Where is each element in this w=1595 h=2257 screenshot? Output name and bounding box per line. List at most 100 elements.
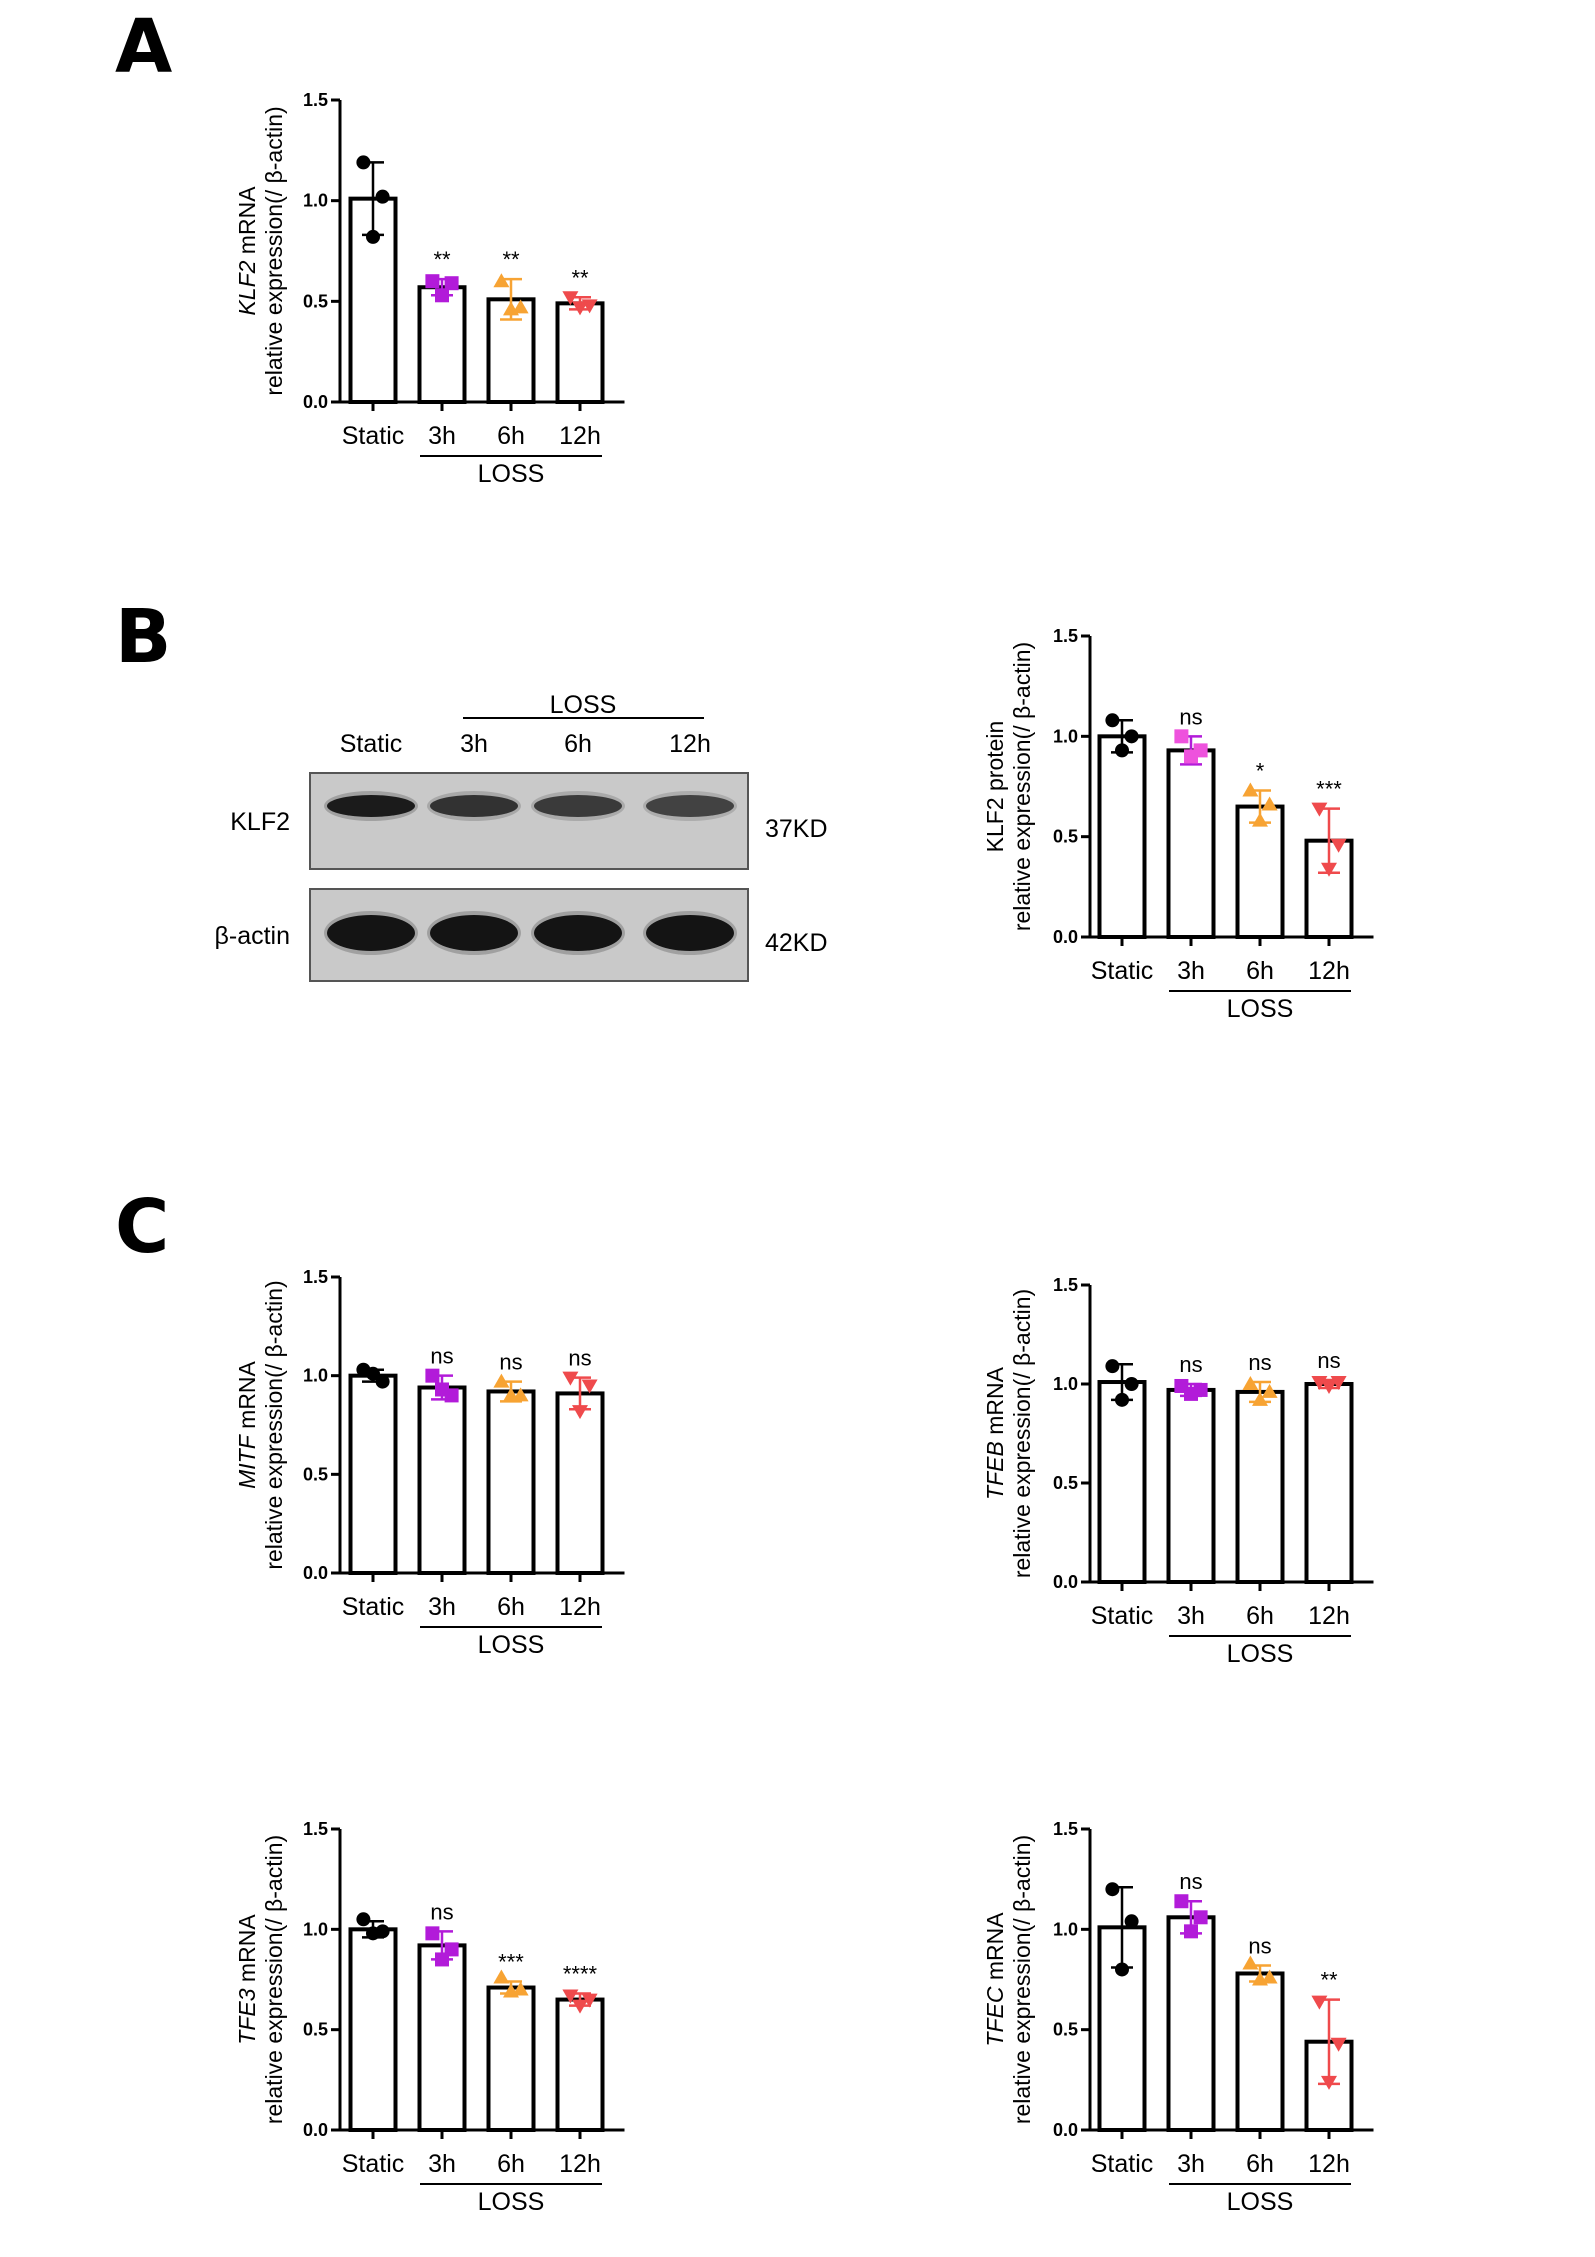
y-tick-label: 0.0: [303, 2120, 328, 2140]
y-tick-label: 1.5: [1053, 626, 1078, 646]
x-tick-label: 3h: [428, 1593, 456, 1621]
data-point: [425, 1926, 440, 1941]
bar: [1166, 748, 1216, 939]
x-tick-label: Static: [342, 422, 405, 450]
group-label: LOSS: [1227, 995, 1294, 1023]
blot-row-label: β-actin: [214, 922, 290, 950]
y-tick-label: 1.5: [303, 1819, 328, 1839]
bar: [417, 1943, 467, 2133]
y-tick-label: 0.0: [1053, 1572, 1078, 1592]
data-point: [512, 299, 529, 314]
data-point: [562, 1371, 579, 1386]
y-axis-label: TFEC mRNA: [982, 1912, 1008, 2047]
y-tick-label: 0.0: [1053, 2120, 1078, 2140]
blot-band: [534, 795, 622, 817]
y-tick-label: 0.0: [303, 1563, 328, 1583]
bar: [1097, 1380, 1147, 1585]
blot-band: [430, 915, 518, 951]
y-tick-label: 1.0: [303, 1366, 328, 1386]
data-point: [1252, 1391, 1268, 1406]
blot-band: [327, 795, 415, 817]
bar: [348, 1927, 398, 2133]
y-axis-label: KLF2 protein: [982, 721, 1008, 853]
blot-membrane: [309, 772, 749, 870]
significance-label: ns: [499, 1350, 522, 1375]
panel-label-a: A: [115, 4, 173, 90]
x-tick-label: 12h: [1308, 1602, 1350, 1630]
data-point: [1330, 2037, 1347, 2052]
y-axis-label: MITF mRNA: [234, 1360, 260, 1488]
y-axis-label-2: relative expression(/ β-actin): [261, 1835, 287, 2124]
data-point: [366, 1926, 380, 1941]
group-label: LOSS: [1227, 2188, 1294, 2216]
data-point: [435, 1382, 449, 1397]
data-point: [1124, 1377, 1139, 1391]
bar: [417, 285, 467, 404]
y-axis-label: KLF2 mRNA: [234, 186, 260, 316]
blot-column-label: Static: [340, 730, 403, 758]
significance-label: ns: [430, 1344, 453, 1369]
data-point: [1242, 1376, 1259, 1390]
data-point: [572, 1405, 588, 1420]
x-tick-label: 12h: [559, 422, 601, 450]
data-point: [1115, 1962, 1129, 1977]
panel-label-b: B: [115, 594, 172, 680]
data-point: [1184, 1386, 1198, 1401]
significance-label: ns: [1179, 1869, 1202, 1894]
y-axis-label-2: relative expression(/ β-actin): [261, 1280, 287, 1569]
data-point: [435, 1952, 449, 1967]
significance-label: ns: [1179, 704, 1202, 729]
panel-label-c: C: [115, 1184, 170, 1270]
x-tick-label: Static: [342, 2150, 405, 2178]
chart-B: 0.0 0.5 1.0 1.5 Static ns 3h * 6h *** 12h LOSS KLF2 …: [982, 626, 1374, 1023]
x-tick-label: Static: [342, 1593, 405, 1621]
significance-label: ns: [568, 1346, 591, 1371]
data-point: [366, 1366, 380, 1381]
data-point: [1184, 1924, 1198, 1939]
significance-label: **: [502, 247, 520, 272]
data-point: [1115, 1392, 1129, 1407]
data-point: [1261, 1383, 1278, 1398]
data-point: [1124, 729, 1139, 744]
y-tick-label: 0.5: [303, 291, 328, 311]
blot-row-label: KLF2: [230, 808, 290, 836]
data-point: [493, 1969, 510, 1984]
x-tick-label: 12h: [1308, 957, 1350, 985]
significance-label: ns: [1248, 1350, 1271, 1375]
significance-label: **: [433, 247, 451, 272]
data-point: [1321, 1379, 1337, 1394]
blot-band: [534, 915, 622, 951]
data-point: [435, 288, 449, 303]
group-label: LOSS: [1227, 1640, 1294, 1668]
data-point: [512, 1981, 529, 1996]
data-point: [1311, 802, 1328, 817]
y-axis-label: TFE3 mRNA: [234, 1914, 260, 2045]
significance-label: *: [1256, 759, 1265, 784]
significance-label: **: [1320, 1968, 1338, 1993]
y-tick-label: 0.0: [1053, 927, 1078, 947]
group-label: LOSS: [478, 2188, 545, 2216]
data-point: [493, 273, 510, 288]
x-tick-label: 6h: [1246, 957, 1274, 985]
y-axis-label-2: relative expression(/ β-actin): [1009, 1289, 1035, 1578]
bar: [1235, 1971, 1285, 2132]
x-tick-label: 12h: [559, 2150, 601, 2178]
data-point: [1193, 1910, 1208, 1925]
bar: [555, 1997, 605, 2132]
data-point: [375, 189, 390, 204]
significance-label: ***: [498, 1950, 524, 1975]
data-point: [1261, 1969, 1278, 1984]
bar: [417, 1385, 467, 1576]
data-point: [1311, 1376, 1328, 1391]
data-point: [1330, 838, 1347, 853]
data-point: [572, 1999, 588, 2014]
data-point: [493, 1373, 510, 1388]
blot-band: [646, 795, 734, 817]
bar: [486, 1985, 536, 2132]
blot-band: [327, 915, 415, 951]
data-point: [1311, 1995, 1328, 2010]
data-point: [444, 276, 459, 291]
y-tick-label: 0.5: [303, 2020, 328, 2040]
x-tick-label: 6h: [1246, 2150, 1274, 2178]
blot-column-label: 6h: [564, 730, 592, 758]
